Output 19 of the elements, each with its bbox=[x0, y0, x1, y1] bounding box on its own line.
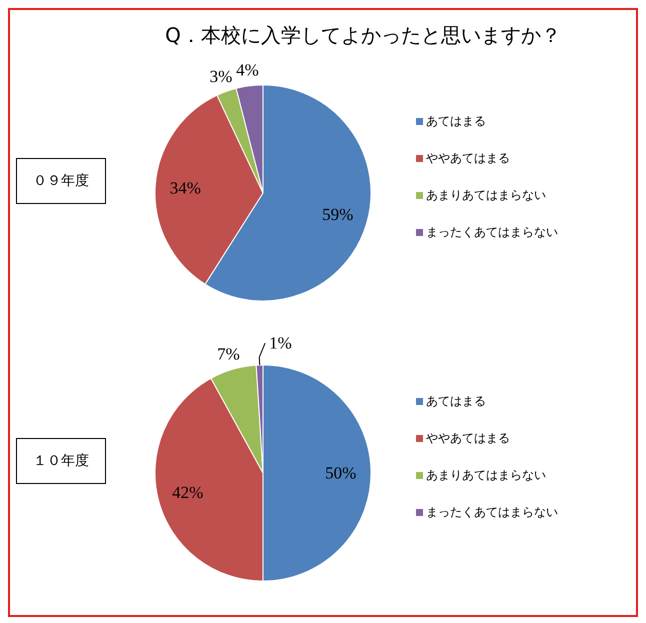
data-label: 34% bbox=[170, 178, 201, 198]
legend-label: あまりあてはまらない bbox=[426, 467, 546, 484]
data-label: 50% bbox=[325, 464, 356, 482]
data-label: 42% bbox=[172, 482, 204, 502]
legend-label: あてはまる bbox=[426, 393, 486, 410]
legend-label: あてはまる bbox=[426, 113, 486, 130]
data-label: 7% bbox=[217, 344, 240, 364]
legend-label: まったくあてはまらない bbox=[426, 224, 558, 241]
legend-label: ややあてはまる bbox=[426, 150, 510, 167]
legend-label: ややあてはまる bbox=[426, 430, 510, 447]
data-label: 4% bbox=[236, 60, 259, 80]
data-label: 59% bbox=[322, 205, 354, 224]
data-label: 3% bbox=[210, 66, 232, 86]
chart-title: Q．本校に入学してよかったと思いますか？ bbox=[164, 22, 562, 49]
legend-label: あまりあてはまらない bbox=[426, 187, 546, 204]
data-label: 1% bbox=[269, 334, 292, 353]
legend-label: まったくあてはまらない bbox=[426, 504, 558, 521]
text: １０年度 bbox=[16, 438, 106, 484]
text: ０９年度 bbox=[16, 158, 106, 204]
